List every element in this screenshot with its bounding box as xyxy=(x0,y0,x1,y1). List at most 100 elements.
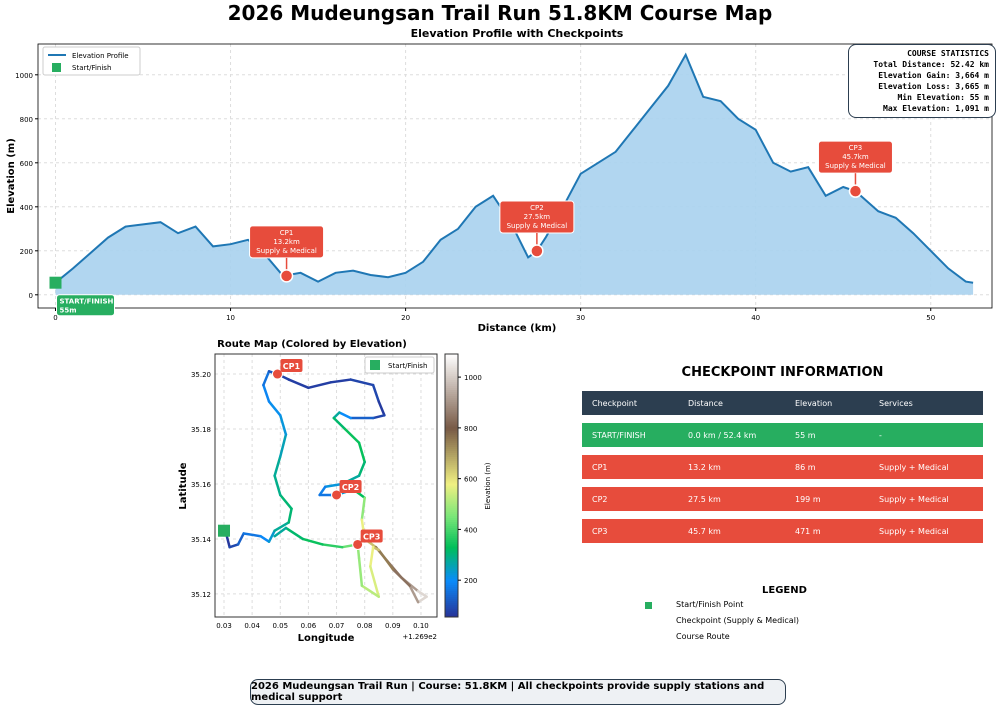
footer-banner: 2026 Mudeungsan Trail Run | Course: 51.8… xyxy=(250,679,786,705)
main-title: 2026 Mudeungsan Trail Run 51.8KM Course … xyxy=(228,1,773,25)
y-tick-label: 400 xyxy=(20,204,33,212)
map-ylabel: Latitude xyxy=(178,462,189,509)
colorbar-tick-label: 600 xyxy=(464,476,477,484)
colorbar-band xyxy=(445,515,458,518)
colorbar-band xyxy=(445,586,458,590)
colorbar-band xyxy=(445,570,458,573)
route-segment xyxy=(242,532,262,538)
colorbar-band xyxy=(445,458,458,462)
profile-ylabel: Elevation (m) xyxy=(6,138,17,214)
checkpoint-services: Supply & Medical xyxy=(507,222,568,230)
x-tick-label: 40 xyxy=(751,314,760,322)
route-segment xyxy=(279,493,293,510)
route-segment xyxy=(416,589,428,598)
colorbar-band xyxy=(445,602,458,606)
colorbar-band xyxy=(445,373,458,376)
route-segment xyxy=(301,537,324,546)
checkpoint-info-title: CHECKPOINT INFORMATION xyxy=(681,365,884,380)
route-segment xyxy=(332,411,341,420)
header-cell: Distance xyxy=(688,398,723,408)
route-segment xyxy=(324,482,344,488)
colorbar-band xyxy=(445,487,458,490)
colorbar-band xyxy=(445,527,458,531)
table-row: CP2 27.5 km 199 m Supply + Medical xyxy=(582,487,983,511)
checkpoint-distance: 13.2km xyxy=(273,238,300,246)
table-cell: 471 m xyxy=(795,526,821,536)
colorbar-band xyxy=(445,462,458,466)
colorbar-band xyxy=(445,409,458,413)
profile-title: Elevation Profile with Checkpoints xyxy=(411,27,624,40)
stats-title: COURSE STATISTICS xyxy=(907,49,989,58)
checkpoint-name: CP1 xyxy=(280,229,294,237)
x-tick-label: 0.09 xyxy=(385,622,401,630)
route-segment xyxy=(279,433,288,458)
colorbar-band xyxy=(445,598,458,602)
table-cell: 27.5 km xyxy=(688,494,721,504)
route-segment xyxy=(349,378,375,387)
colorbar-band xyxy=(445,594,458,598)
route-segment xyxy=(360,584,381,598)
route-segment xyxy=(225,534,231,549)
checkpoint-label-box xyxy=(360,529,383,543)
route-segment xyxy=(371,383,381,403)
route-segment xyxy=(287,507,293,524)
colorbar-band xyxy=(445,468,458,472)
colorbar-band xyxy=(445,568,458,571)
colorbar-band xyxy=(445,381,458,384)
colorbar-band xyxy=(445,434,458,437)
table-cell: 45.7 km xyxy=(688,526,721,536)
header-cell: Elevation xyxy=(795,398,833,408)
checkpoint-name: CP2 xyxy=(530,204,544,212)
course-statistics-box: COURSE STATISTICS Total Distance: 52.42 … xyxy=(848,44,996,118)
checkpoint-marker xyxy=(271,368,283,380)
colorbar-band xyxy=(445,554,458,557)
route-segment xyxy=(357,556,364,587)
colorbar-band xyxy=(445,610,458,614)
x-tick-label: 0.04 xyxy=(244,622,260,630)
colorbar-band xyxy=(445,377,458,380)
colorbar-band xyxy=(445,420,458,423)
colorbar-band xyxy=(445,415,458,419)
colorbar-band xyxy=(445,456,458,460)
table-row: CP1 13.2 km 86 m Supply + Medical xyxy=(582,455,983,479)
colorbar-band xyxy=(445,422,458,425)
route-segment xyxy=(236,532,245,546)
route-segment xyxy=(343,427,361,445)
y-tick-label: 0 xyxy=(29,292,33,300)
plot-frame xyxy=(37,43,993,309)
colorbar-band xyxy=(445,497,458,500)
table-row: START/FINISH 0.0 km / 52.4 km 55 m - xyxy=(582,423,983,447)
legend-item: Checkpoint (Supply & Medical) xyxy=(676,616,800,625)
colorbar-band xyxy=(445,501,458,504)
map-xlabel: Longitude xyxy=(298,633,355,644)
start-elevation-label: 55m xyxy=(60,307,77,315)
colorbar-band xyxy=(445,543,458,547)
route-segment xyxy=(262,383,271,403)
colorbar-band xyxy=(445,523,458,527)
map-legend xyxy=(364,356,435,374)
checkpoint-services: Supply & Medical xyxy=(256,247,317,255)
colorbar-band xyxy=(445,452,458,456)
route-segment xyxy=(360,496,366,521)
colorbar-band xyxy=(445,584,458,588)
colorbar-band xyxy=(445,428,458,431)
route-segment xyxy=(338,411,352,420)
colorbar-band xyxy=(445,472,458,476)
route-segment xyxy=(416,595,428,604)
route-segment xyxy=(262,370,271,387)
header-cell: Services xyxy=(879,398,913,408)
colorbar-band xyxy=(445,432,458,435)
colorbar-band xyxy=(445,426,458,429)
colorbar-band xyxy=(445,574,458,577)
colorbar-band xyxy=(445,592,458,596)
stats-line: Elevation Loss: 3,665 m xyxy=(878,82,989,91)
start-square-icon xyxy=(645,602,652,609)
route-segment xyxy=(321,543,344,549)
y-tick-label: 35.20 xyxy=(191,371,211,379)
route-segment xyxy=(279,414,288,436)
y-tick-label: 600 xyxy=(20,160,33,168)
elevation-area xyxy=(55,54,974,295)
colorbar-band xyxy=(445,371,458,374)
profile-xlabel: Distance (km) xyxy=(478,323,557,334)
